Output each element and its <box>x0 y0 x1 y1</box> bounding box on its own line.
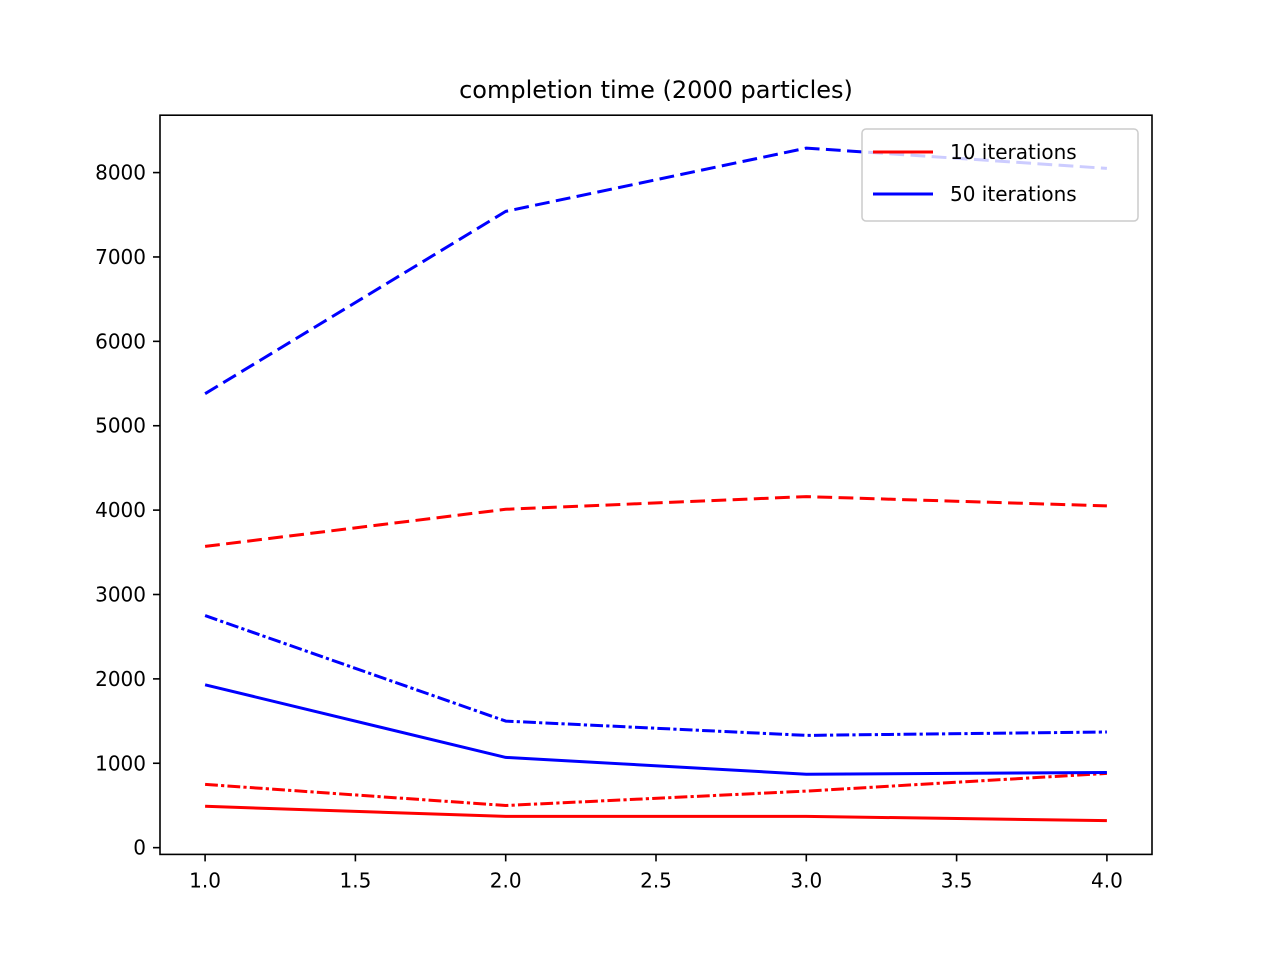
x-tick-label: 1.5 <box>339 868 371 892</box>
series-line-3 <box>204 495 1107 548</box>
legend-label-10-iterations: 10 iterations <box>950 140 1077 164</box>
chart-title: completion time (2000 particles) <box>459 76 853 104</box>
x-axis: 1.0 1.5 2.0 2.5 3.0 3.5 4.0 <box>189 854 1123 892</box>
y-axis: 0 1000 2000 3000 4000 5000 6000 7000 8000 <box>95 161 160 860</box>
x-tick-label: 3.0 <box>790 868 822 892</box>
y-tick-label: 1000 <box>95 751 146 775</box>
y-tick-label: 3000 <box>95 582 146 606</box>
x-tick-label: 3.5 <box>941 868 973 892</box>
y-tick-label: 4000 <box>95 498 146 522</box>
y-tick-label: 8000 <box>95 161 146 185</box>
y-tick-label: 7000 <box>95 245 146 269</box>
y-tick-label: 5000 <box>95 414 146 438</box>
legend: 10 iterations 50 iterations <box>861 128 1139 222</box>
x-tick-label: 2.0 <box>490 868 522 892</box>
y-tick-label: 2000 <box>95 667 146 691</box>
series-line-4 <box>204 683 1107 776</box>
legend-label-50-iterations: 50 iterations <box>950 182 1077 206</box>
series-layer <box>204 146 1108 823</box>
series-line-2 <box>204 771 1107 807</box>
y-tick-label: 0 <box>133 836 146 860</box>
x-tick-label: 4.0 <box>1091 868 1123 892</box>
plot-frame <box>159 114 1153 856</box>
y-tick-label: 6000 <box>95 329 146 353</box>
x-tick-label: 1.0 <box>189 868 221 892</box>
x-tick-label: 2.5 <box>640 868 672 892</box>
series-line-5 <box>204 614 1107 737</box>
series-line-1 <box>205 804 1107 823</box>
